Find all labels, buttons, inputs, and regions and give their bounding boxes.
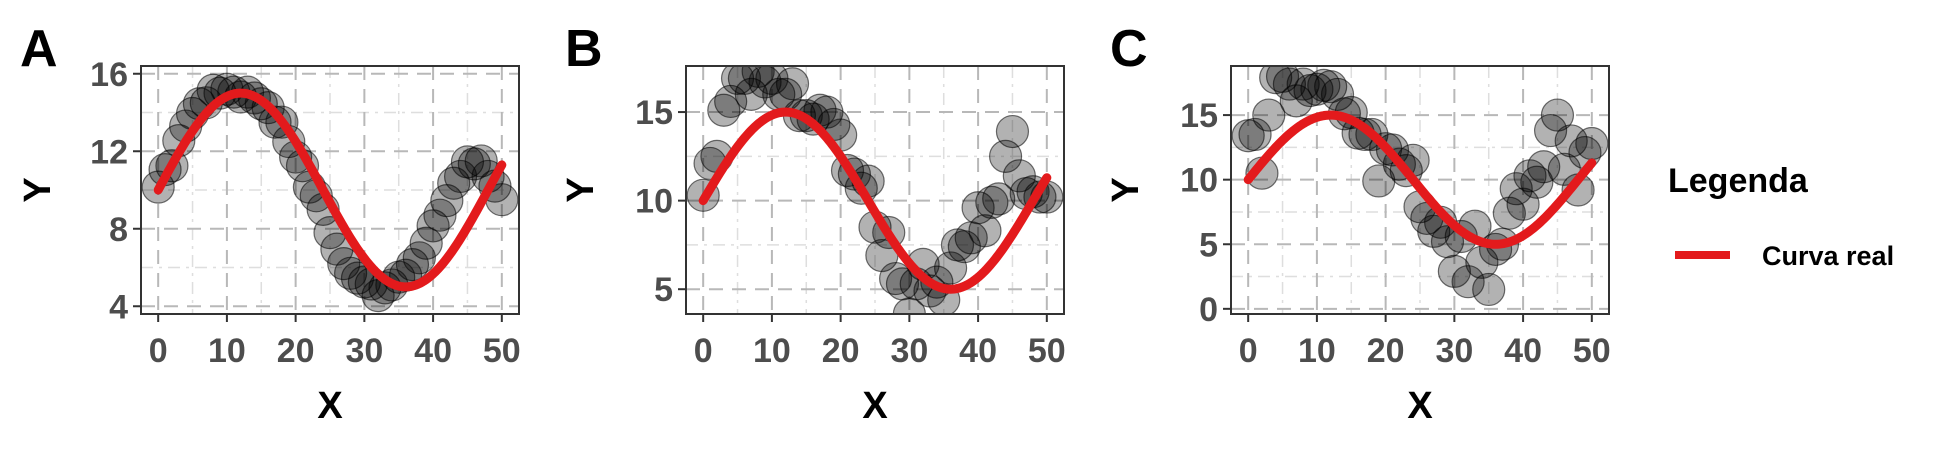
panel-a-x-tick-labels: 0 10 20 30 40 50 [149, 332, 521, 370]
panel-a-x-tick-label: 30 [345, 332, 383, 370]
panel-c-true-curve [1243, 110, 1597, 249]
panel-c-data-point [1430, 225, 1465, 259]
panel-a-y-tick-label: 8 [109, 211, 128, 249]
panel-c-points [1231, 66, 1609, 307]
panel-c-data-point [1540, 98, 1575, 132]
panel-c-data-point [1472, 272, 1506, 307]
panel-c-data-point [1499, 172, 1533, 206]
panel-b-x-tick-label: 30 [890, 332, 928, 370]
panel-c-data-point [1238, 117, 1272, 152]
panel-a-y-tick-labels: 4 8 12 16 [90, 56, 128, 327]
panel-a-x-axis-title: X [317, 385, 343, 427]
panel-b-data-point [933, 251, 968, 285]
panel-b-x-tick-label: 10 [753, 332, 791, 370]
panel-c-x-tick-label: 20 [1367, 332, 1405, 370]
panel-a-x-tick-label: 10 [208, 332, 246, 370]
legend-title: Legenda [1668, 162, 1809, 200]
panel-b-data-point [775, 67, 810, 101]
panel-b-x-tick-label: 50 [1028, 332, 1066, 370]
panel-c-x-tick-labels: 0 10 20 30 40 50 [1239, 332, 1611, 370]
panel-b-data-point [968, 214, 1002, 248]
panel-c-data-point [1320, 77, 1355, 112]
panel-c-data-point [1259, 66, 1293, 95]
panel-c-data-point [1300, 72, 1334, 106]
panel-c: C 0 5 10 15 0 10 20 30 40 50 X Y [1105, 20, 1611, 427]
panel-c-x-tick-label: 0 [1239, 332, 1258, 370]
panel-a-border [140, 65, 520, 315]
panel-c-data-point [1279, 84, 1313, 118]
panel-c-data-point [1451, 265, 1485, 299]
panel-c-x-axis-title: X [1407, 385, 1433, 427]
panel-b: B 5 10 15 0 10 20 30 40 50 X Y [560, 20, 1066, 427]
panel-b-true-curve [698, 107, 1052, 294]
panel-a-data-point [395, 247, 430, 282]
panel-a-ticks [133, 72, 503, 322]
panel-b-data-point [961, 191, 995, 225]
panel-a-x-tick-label: 50 [483, 332, 521, 370]
panel-c-x-tick-label: 30 [1435, 332, 1473, 370]
legend-label-curva-real: Curva real [1762, 241, 1894, 271]
panel-c-data-point [1252, 98, 1286, 132]
panel-c-data-point [1437, 254, 1471, 288]
panel-b-data-point [995, 114, 1030, 149]
panel-b-x-tick-label: 0 [694, 332, 713, 370]
panel-b-ticks [678, 111, 1048, 322]
panel-b-data-point [707, 93, 741, 127]
panel-c-x-tick-label: 10 [1298, 332, 1336, 370]
panel-c-data-point [1533, 113, 1568, 148]
panel-b-y-tick-label: 15 [635, 94, 673, 132]
panel-b-y-tick-label: 5 [654, 271, 673, 309]
panel-c-y-tick-label: 5 [1199, 226, 1218, 264]
panel-b-data-point [982, 182, 1016, 216]
panel-a-tag: A [20, 20, 58, 78]
panel-a: A 4 8 12 16 0 10 20 30 40 50 X Y [17, 20, 521, 427]
panel-c-data-point [1506, 187, 1540, 221]
panel-b-grid [686, 66, 1064, 314]
panel-c-x-tick-label: 50 [1573, 332, 1611, 370]
panel-b-data-point [879, 261, 913, 296]
panel-b-x-axis-title: X [862, 385, 888, 427]
panel-a-true-curve [153, 88, 507, 292]
panel-c-data-point [1417, 214, 1451, 248]
panel-a-y-tick-label: 16 [90, 56, 128, 94]
panel-c-ticks [1223, 114, 1593, 322]
panel-c-y-tick-label: 0 [1199, 291, 1218, 329]
panel-b-y-tick-labels: 5 10 15 [635, 94, 673, 309]
panel-a-x-tick-label: 40 [414, 332, 452, 370]
panel-b-y-axis-title: Y [560, 177, 602, 202]
panel-b-x-tick-label: 40 [959, 332, 997, 370]
panel-c-data-point [1547, 152, 1581, 186]
panel-a-y-axis-title: Y [17, 177, 59, 202]
panel-c-x-tick-label: 40 [1504, 332, 1542, 370]
panel-b-tag: B [565, 20, 603, 78]
panel-a-x-tick-label: 20 [277, 332, 315, 370]
panel-a-data-point [437, 166, 471, 200]
panel-a-y-tick-label: 12 [90, 133, 128, 171]
panel-b-border [685, 65, 1065, 315]
panel-b-y-tick-label: 10 [635, 183, 673, 221]
panel-c-data-point [1520, 165, 1554, 199]
panel-c-y-tick-labels: 0 5 10 15 [1180, 97, 1218, 329]
panel-b-x-tick-labels: 0 10 20 30 40 50 [694, 332, 1066, 370]
panel-c-y-tick-label: 10 [1180, 162, 1218, 200]
legend: Legenda Curva real [1668, 162, 1894, 271]
panel-b-data-point [988, 139, 1023, 173]
panel-c-tag: C [1110, 20, 1148, 78]
panel-a-y-tick-label: 4 [109, 288, 128, 326]
panel-c-data-point [1272, 67, 1307, 101]
panel-a-x-tick-label: 0 [149, 332, 168, 370]
panel-c-border [1230, 65, 1610, 315]
panel-a-data-point [409, 226, 443, 260]
panel-b-x-tick-label: 20 [822, 332, 860, 370]
panel-c-y-axis-title: Y [1105, 177, 1147, 202]
panel-c-y-tick-label: 15 [1180, 97, 1218, 135]
panel-c-data-point [1575, 126, 1609, 161]
